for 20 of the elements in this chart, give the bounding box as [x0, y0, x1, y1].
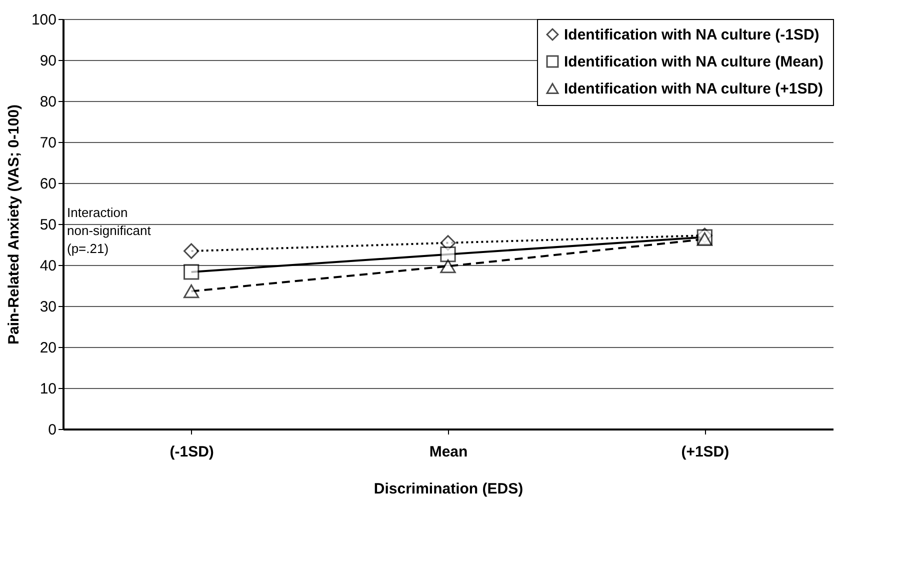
y-tick-label: 80 — [40, 94, 56, 110]
y-tick-label: 10 — [40, 380, 56, 398]
x-tick-label: Mean — [429, 444, 468, 460]
y-tick-label: 30 — [40, 298, 56, 316]
legend-label: Identification with NA culture (Mean) — [564, 54, 824, 70]
y-tick-label: 40 — [40, 258, 56, 274]
y-tick-label: 90 — [40, 52, 56, 70]
x-tick-label: (+1SD) — [681, 444, 730, 460]
legend-label: Identification with NA culture (-1SD) — [564, 26, 820, 44]
y-tick-label: 20 — [40, 340, 56, 356]
y-tick-label: 100 — [31, 12, 56, 28]
y-tick-label: 70 — [40, 134, 56, 152]
x-tick-label: (-1SD) — [170, 444, 214, 460]
y-tick-label: 0 — [48, 422, 56, 438]
y-tick-label: 50 — [40, 216, 56, 234]
x-axis-title: Discrimination (EDS) — [374, 480, 524, 498]
y-tick-label: 60 — [40, 176, 56, 192]
annotation: Interaction non-significant (p=.21) — [67, 205, 152, 256]
legend-label: Identification with NA culture (+1SD) — [564, 80, 824, 98]
y-axis-title: Pain-Related Anxiety (VAS; 0-100) — [5, 104, 22, 345]
